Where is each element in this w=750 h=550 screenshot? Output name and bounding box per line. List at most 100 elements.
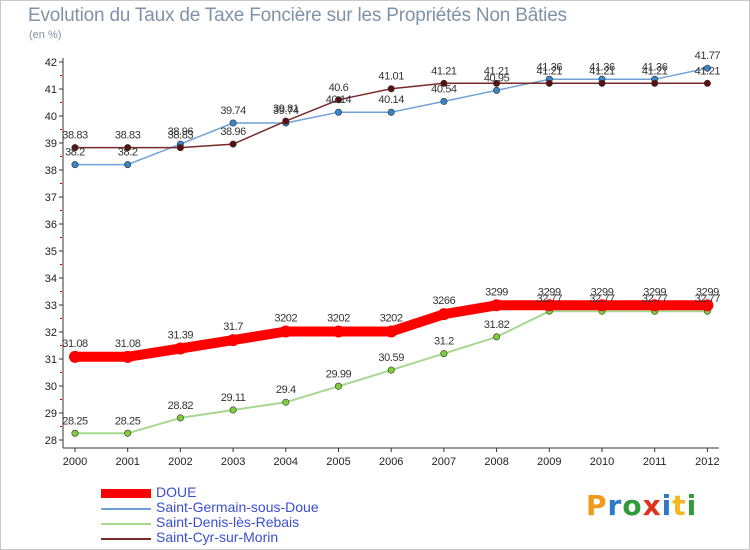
series-point-1 xyxy=(334,108,342,116)
logo-letter: t xyxy=(672,489,687,522)
data-label-3: 41.21 xyxy=(642,65,668,77)
data-label-0: 3202 xyxy=(380,312,403,324)
x-tick-label: 2012 xyxy=(695,456,719,468)
legend-label: Saint-Germain-sous-Doue xyxy=(156,499,319,515)
series-point-0 xyxy=(69,350,81,363)
y-tick-label: 33 xyxy=(45,300,57,312)
data-label-1: 41.36 xyxy=(537,61,563,73)
x-tick-label: 2009 xyxy=(537,456,561,468)
data-label-0: 31.39 xyxy=(168,329,194,341)
legend-swatch xyxy=(101,508,151,510)
series-point-3 xyxy=(71,144,79,152)
data-label-3: 38.96 xyxy=(220,126,246,138)
data-label-1: 39.74 xyxy=(220,105,246,117)
data-label-0: 31.08 xyxy=(115,338,141,350)
series-point-3 xyxy=(651,79,659,87)
data-label-2: 31.2 xyxy=(434,336,454,348)
series-point-3 xyxy=(703,79,711,87)
data-label-2: 32.77 xyxy=(695,293,721,305)
x-tick-label: 2003 xyxy=(221,456,245,468)
data-label-2: 28.82 xyxy=(168,400,194,412)
series-point-1 xyxy=(703,64,711,72)
series-point-3 xyxy=(282,117,290,125)
data-label-2: 30.59 xyxy=(378,352,404,364)
series-point-2 xyxy=(334,382,342,390)
legend-label: Saint-Cyr-sur-Morin xyxy=(156,529,279,545)
y-tick-label: 39 xyxy=(45,138,57,150)
y-tick-label: 31 xyxy=(45,354,57,366)
x-tick-label: 2001 xyxy=(115,456,139,468)
series-point-2 xyxy=(282,398,290,406)
y-tick-label: 42 xyxy=(45,57,57,69)
data-label-2: 32.77 xyxy=(642,293,668,305)
data-label-3: 38.83 xyxy=(62,130,88,142)
y-tick-label: 41 xyxy=(45,84,57,96)
x-tick-label: 2000 xyxy=(63,456,87,468)
series-point-0 xyxy=(648,299,661,312)
series-point-2 xyxy=(71,429,79,437)
x-tick-label: 2007 xyxy=(432,456,456,468)
series-point-0 xyxy=(121,350,134,363)
data-label-1: 38.2 xyxy=(65,147,85,159)
y-tick-label: 30 xyxy=(45,381,57,393)
series-point-0 xyxy=(174,342,187,355)
series-point-1 xyxy=(229,119,237,127)
logo-letter: o xyxy=(622,489,643,522)
legend-label: DOUE xyxy=(156,484,197,500)
y-tick-label: 38 xyxy=(45,165,57,177)
data-label-3: 38.83 xyxy=(115,130,141,142)
logo-letter: r xyxy=(607,489,623,522)
data-label-1: 40.14 xyxy=(378,94,404,106)
series-point-1 xyxy=(493,86,501,94)
x-tick-label: 2010 xyxy=(590,456,614,468)
data-label-2: 29.4 xyxy=(276,384,296,396)
legend-swatch xyxy=(101,523,151,525)
series-point-0 xyxy=(279,325,292,338)
data-label-3: 41.21 xyxy=(431,65,457,77)
legend-swatch xyxy=(101,538,151,540)
series-point-2 xyxy=(176,414,184,422)
series-point-3 xyxy=(493,79,501,87)
series-point-2 xyxy=(387,366,395,374)
data-label-2: 31.82 xyxy=(484,319,510,331)
data-label-1: 40.95 xyxy=(484,72,510,84)
data-label-0: 3266 xyxy=(432,295,455,307)
series-point-0 xyxy=(227,334,240,347)
data-label-3: 41.01 xyxy=(378,71,404,83)
data-label-2: 29.11 xyxy=(221,392,246,404)
series-point-3 xyxy=(229,140,237,148)
series-point-1 xyxy=(440,97,448,105)
proxiti-logo: Proxiti xyxy=(586,489,697,522)
series-point-3 xyxy=(598,79,606,87)
data-label-3: 38.83 xyxy=(168,130,194,142)
y-tick-label: 40 xyxy=(45,111,57,123)
series-point-1 xyxy=(387,108,395,116)
y-tick-label: 28 xyxy=(45,435,57,447)
data-label-0: 3299 xyxy=(538,286,561,298)
x-tick-label: 2004 xyxy=(274,456,298,468)
series-point-0 xyxy=(596,299,608,312)
series-point-1 xyxy=(124,161,132,169)
series-point-3 xyxy=(176,144,184,152)
data-label-1: 40.54 xyxy=(431,83,457,95)
data-label-1: 41.36 xyxy=(589,61,615,73)
data-label-2: 32.77 xyxy=(589,293,615,305)
series-point-0 xyxy=(437,308,450,321)
series-point-2 xyxy=(124,429,132,437)
data-label-3: 40.6 xyxy=(329,82,349,94)
series-point-2 xyxy=(229,406,237,414)
series-point-3 xyxy=(387,85,395,93)
series-point-3 xyxy=(334,96,342,104)
y-tick-label: 34 xyxy=(45,273,57,285)
series-point-0 xyxy=(701,299,714,312)
data-label-1: 41.36 xyxy=(642,61,668,73)
data-label-2: 29.99 xyxy=(326,368,352,380)
data-label-0: 3299 xyxy=(643,286,666,298)
legend-label: Saint-Denis-lès-Rebais xyxy=(156,514,300,530)
y-tick-label: 29 xyxy=(45,408,57,420)
series-point-0 xyxy=(332,325,345,338)
data-label-0: 31.08 xyxy=(62,338,88,350)
data-label-0: 3299 xyxy=(485,286,508,298)
